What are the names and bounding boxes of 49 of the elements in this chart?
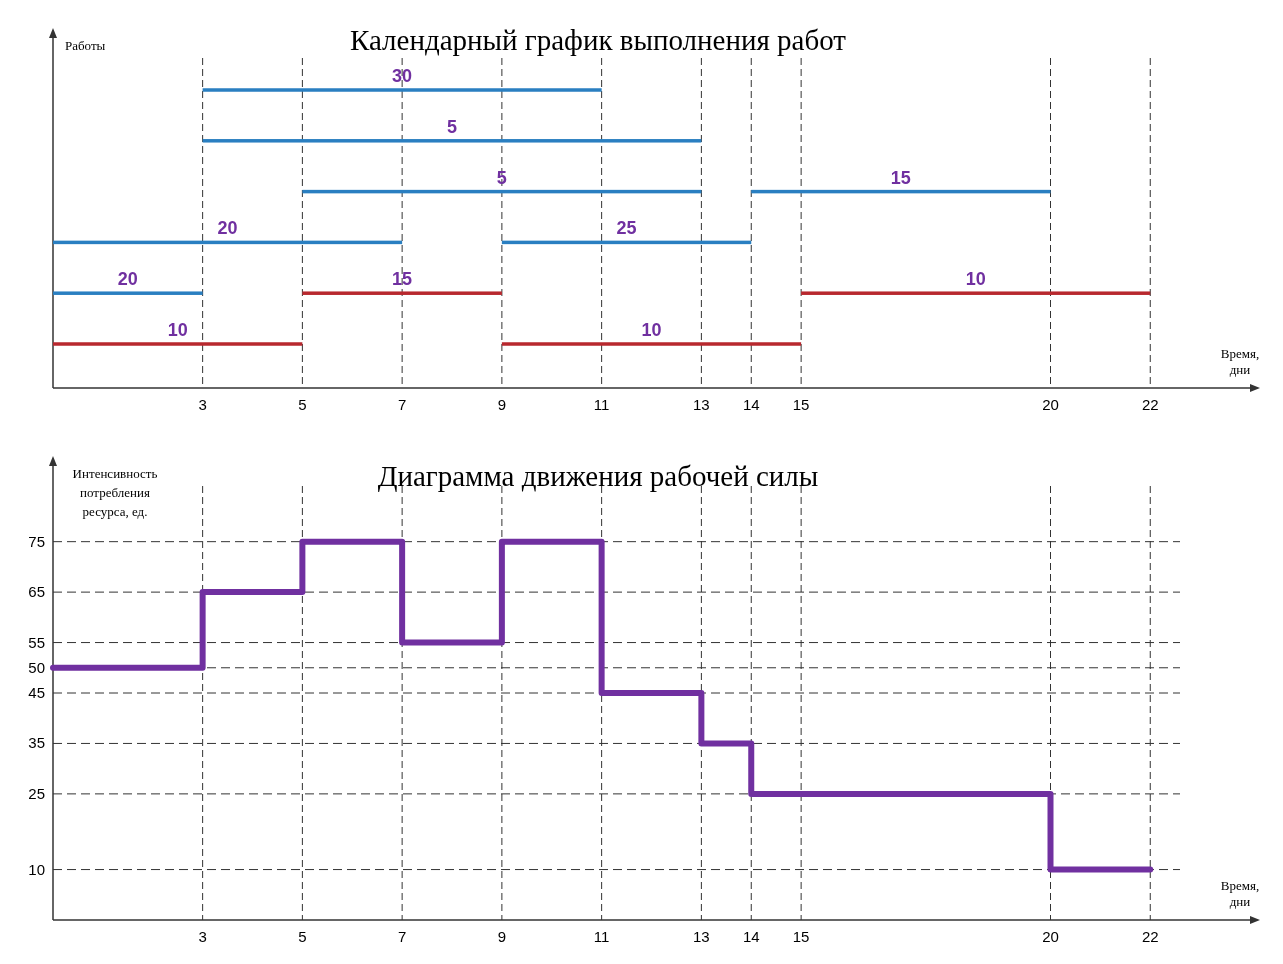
y-tick-label: 25 xyxy=(28,784,45,802)
x-tick-label: 22 xyxy=(1141,928,1159,945)
annotation: 10 xyxy=(641,320,662,340)
annotation: 10 xyxy=(965,269,986,290)
annotation: 10 xyxy=(167,320,188,340)
annotation: 5 xyxy=(496,167,507,188)
y-tick-label: 75 xyxy=(28,532,45,550)
y-tick-label: 55 xyxy=(28,633,45,651)
x-tick-label: 20 xyxy=(1042,928,1059,945)
annotation: 15 xyxy=(392,269,413,290)
y-axis-title: Работы xyxy=(65,38,106,53)
annotation: 5 xyxy=(446,116,458,137)
x-tick-label: 7 xyxy=(397,396,407,413)
x-tick-label: 22 xyxy=(1141,396,1159,413)
y-axis-title: Интенсивность потребления ресурса, ед. xyxy=(72,466,158,519)
x-tick-label: 3 xyxy=(198,928,207,945)
annotation: 20 xyxy=(217,218,238,239)
annotation: 25 xyxy=(616,218,637,239)
chart-title: Диаграмма движения рабочей силы xyxy=(377,460,819,492)
x-tick-label: 20 xyxy=(1042,396,1059,413)
y-tick-label: 45 xyxy=(28,684,45,701)
x-tick-label: 9 xyxy=(497,928,507,945)
x-tick-label: 13 xyxy=(693,396,710,413)
chart-title: Календарный график выполнения работ xyxy=(350,24,847,56)
y-tick-label: 65 xyxy=(28,583,45,601)
x-tick-label: 15 xyxy=(792,928,810,945)
y-tick-label: 10 xyxy=(28,860,45,878)
x-tick-label: 9 xyxy=(497,396,507,413)
x-axis-title: Время, дни xyxy=(1220,878,1260,909)
bar xyxy=(202,139,702,143)
x-tick-label: 11 xyxy=(593,396,610,413)
bar xyxy=(202,88,602,92)
x-axis-title: Время, дни xyxy=(1220,346,1260,377)
x-tick-label: 15 xyxy=(792,396,810,413)
y-tick-label: 50 xyxy=(28,658,45,676)
x-tick-label: 3 xyxy=(198,396,207,413)
bar xyxy=(53,291,203,295)
x-tick-label: 5 xyxy=(298,396,307,413)
x-tick-label: 13 xyxy=(693,928,710,945)
x-tick-label: 14 xyxy=(742,928,760,945)
x-tick-label: 5 xyxy=(298,928,307,945)
annotation: 20 xyxy=(117,269,138,290)
annotation: 30 xyxy=(392,66,413,86)
bar xyxy=(801,291,1151,295)
x-tick-label: 14 xyxy=(742,396,760,413)
annotation: 15 xyxy=(890,167,911,188)
y-tick-label: 35 xyxy=(28,734,45,752)
x-tick-label: 11 xyxy=(593,928,610,945)
x-tick-label: 7 xyxy=(397,928,407,945)
